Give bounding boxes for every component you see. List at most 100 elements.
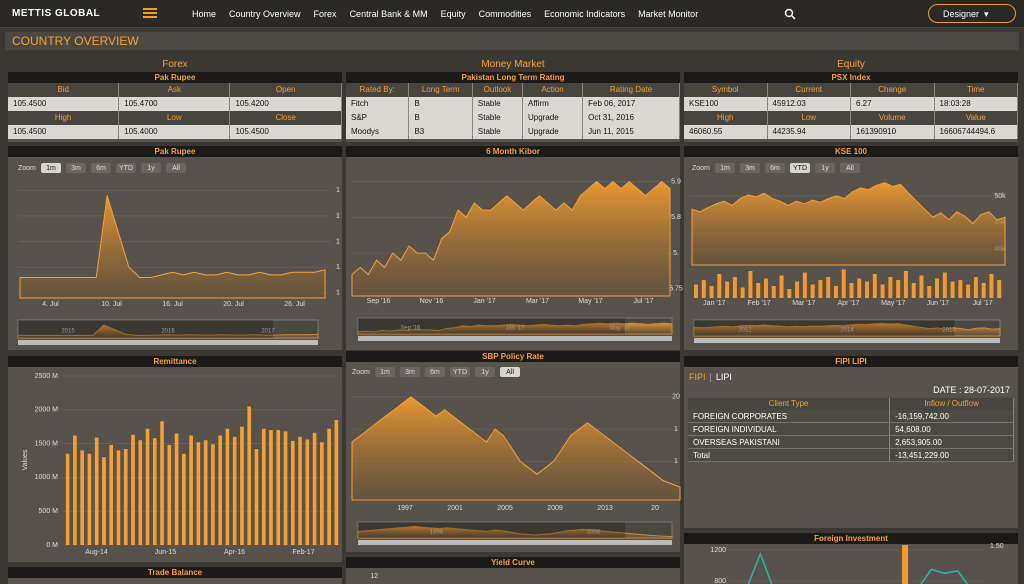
tabs: FIPI | LIPI	[684, 367, 1018, 382]
table-cell: Stable	[473, 97, 523, 111]
panel-title: PSX Index	[684, 72, 1018, 83]
table-row: High Low Volume Value	[684, 111, 1018, 125]
table-cell: B	[409, 97, 473, 111]
table-cell: Affirm	[523, 97, 584, 111]
tab[interactable]: FIPI	[689, 372, 706, 382]
table-row: OVERSEAS PAKISTANI 2,653,905.00	[688, 436, 1014, 449]
table-cell: Oct 31, 2016	[583, 111, 680, 125]
table-cell: Time	[935, 83, 1018, 97]
table-cell: Low	[119, 111, 231, 125]
table-cell: 45912.03	[768, 97, 851, 111]
table-row: Client Type Inflow / Outflow	[688, 398, 1014, 410]
logo[interactable]: METTIS GLOBAL	[12, 8, 101, 19]
panel: Trade Balance	[8, 567, 342, 584]
table-row: Bid Ask Open	[8, 83, 342, 97]
panel: 6 Month Kibor	[346, 146, 680, 350]
table-cell: High	[684, 111, 768, 125]
panel: Yield Curve	[346, 557, 680, 584]
table-cell: 18:03:28	[935, 97, 1018, 111]
table-row: Moodys B3 Stable Upgrade Jun 11, 2015	[346, 125, 680, 139]
tab[interactable]: LIPI	[715, 372, 732, 382]
panel-title: SBP Policy Rate	[346, 351, 680, 362]
table-cell: 105.4500	[8, 97, 120, 111]
table-cell: Open	[230, 83, 342, 97]
table-cell: Rated By:	[346, 83, 410, 97]
panel-title: Remittance	[8, 356, 342, 367]
nav-item[interactable]: Central Bank & MM	[349, 9, 428, 19]
table-cell: 105.4500	[8, 125, 120, 139]
top-bar: METTIS GLOBAL Home Country Overview Forex C…	[0, 0, 1024, 28]
user-name[interactable]: Designer	[943, 9, 980, 19]
table-cell: Change	[851, 83, 935, 97]
table-cell: Current	[768, 83, 851, 97]
table-row: Total -13,451,229.00	[688, 449, 1014, 462]
table-row: FOREIGN CORPORATES -16,159,742.00	[688, 410, 1014, 423]
page-title: COUNTRY OVERVIEW	[5, 32, 1019, 50]
panel: SBP Policy Rate	[346, 351, 680, 552]
table-cell: Close	[230, 111, 342, 125]
nav-item[interactable]: Commodities	[478, 9, 532, 19]
table-row: Rated By: Long Term Outlook Action Rating Da…	[346, 83, 680, 97]
table-cell: Upgrade	[523, 111, 584, 125]
table-cell: Upgrade	[523, 125, 584, 139]
nav: Home Country Overview Forex Central Bank & …	[192, 9, 698, 19]
table-cell: 16606744494.6	[935, 125, 1018, 139]
table-cell: Value	[935, 111, 1018, 125]
panel: Foreign Investment	[684, 533, 1018, 584]
table-cell: Ask	[119, 83, 231, 97]
table-row: KSE100 45912.03 6.27 18:03:28	[684, 97, 1018, 111]
user-button[interactable]: Designer ▾	[928, 4, 1016, 23]
table-cell: Stable	[473, 125, 523, 139]
table-row: S&P B Stable Upgrade Oct 31, 2016	[346, 111, 680, 125]
table-cell: High	[8, 111, 120, 125]
nav-item[interactable]: Equity	[440, 9, 466, 19]
table-cell: 46060.55	[684, 125, 768, 139]
table-row: High Low Close	[8, 111, 342, 125]
panel: Remittance	[8, 356, 342, 562]
panel-title: 6 Month Kibor	[346, 146, 680, 157]
table-cell: 2,653,905.00	[890, 436, 1014, 448]
table-cell: Action	[523, 83, 584, 97]
table-cell: Low	[768, 111, 851, 125]
table-cell: Jun 11, 2015	[583, 125, 680, 139]
table-cell: Inflow / Outflow	[890, 398, 1014, 410]
table-cell: 54,608.00	[890, 423, 1014, 435]
panel: Pak Rupee Bid Ask Open 105.4500 105.4700 105.4…	[8, 72, 342, 142]
table-cell: Fitch	[346, 97, 410, 111]
hamburger[interactable]	[0, 0, 1024, 28]
panel: FIPI LIPI FIPI | LIPI DATE : 28-07-2017 Clien…	[684, 356, 1018, 528]
table-cell: 105.4500	[230, 125, 342, 139]
table-cell: B	[409, 111, 473, 125]
nav-item[interactable]: Forex	[313, 9, 337, 19]
table-row: FOREIGN INDIVIDUAL 54,608.00	[688, 423, 1014, 436]
table-cell: Client Type	[688, 398, 891, 410]
table-cell: 105.4200	[230, 97, 342, 111]
tab-separator: |	[709, 372, 712, 382]
panel-title: Pakistan Long Term Rating	[346, 72, 680, 83]
panel-title: Pak Rupee	[8, 146, 342, 157]
table-row: Symbol Current Change Time	[684, 83, 1018, 97]
panel: PSX Index Symbol Current Change Time KSE100 45…	[684, 72, 1018, 142]
table-cell: Total	[688, 449, 891, 461]
table-row: 46060.55 44235.94 161390910 16606744494.6	[684, 125, 1018, 139]
panel-title: Yield Curve	[346, 557, 680, 568]
nav-item[interactable]: Economic Indicators	[544, 9, 626, 19]
table-cell: Bid	[8, 83, 120, 97]
panel: Pakistan Long Term Rating Rated By: Long T…	[346, 72, 680, 142]
section-title: Equity	[837, 59, 865, 70]
table-cell: 105.4700	[119, 97, 231, 111]
table-cell: Moodys	[346, 125, 410, 139]
panel: KSE 100	[684, 146, 1018, 350]
panel: Pak Rupee	[8, 146, 342, 350]
nav-item[interactable]: Home	[192, 9, 217, 19]
table-cell: Stable	[473, 111, 523, 125]
panel-title: KSE 100	[684, 146, 1018, 157]
table-cell: -13,451,229.00	[890, 449, 1014, 461]
table-cell: Symbol	[684, 83, 768, 97]
table-cell: S&P	[346, 111, 410, 125]
table-cell: KSE100	[684, 97, 768, 111]
nav-item[interactable]: Market Monitor	[638, 9, 699, 19]
nav-item[interactable]: Country Overview	[229, 9, 301, 19]
table-cell: Long Term	[409, 83, 473, 97]
